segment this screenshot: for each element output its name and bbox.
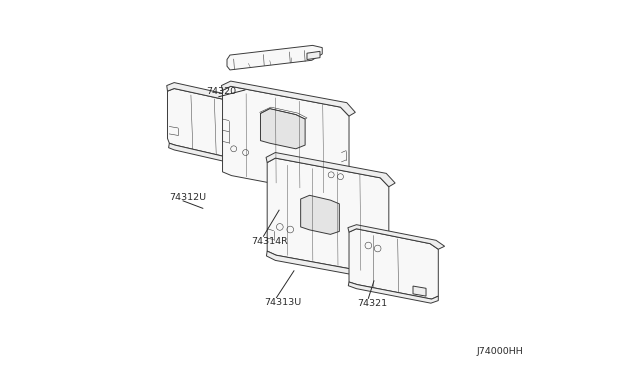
Polygon shape — [348, 225, 445, 249]
Text: J74000HH: J74000HH — [476, 347, 523, 356]
Text: 74320: 74320 — [207, 87, 237, 96]
Polygon shape — [266, 251, 389, 280]
Polygon shape — [223, 86, 349, 196]
Polygon shape — [349, 229, 438, 299]
Polygon shape — [221, 81, 355, 116]
Polygon shape — [267, 158, 389, 275]
Polygon shape — [348, 282, 438, 303]
Polygon shape — [168, 143, 253, 167]
Polygon shape — [266, 153, 395, 187]
Polygon shape — [227, 45, 322, 70]
Polygon shape — [307, 51, 320, 60]
Polygon shape — [168, 89, 253, 162]
Text: 74314R: 74314R — [251, 237, 288, 246]
Polygon shape — [413, 286, 426, 296]
Text: 74313U: 74313U — [264, 298, 301, 307]
Polygon shape — [260, 109, 305, 149]
Polygon shape — [167, 83, 260, 112]
Text: 74321: 74321 — [357, 299, 387, 308]
Polygon shape — [301, 195, 339, 234]
Text: 74312U: 74312U — [170, 193, 207, 202]
